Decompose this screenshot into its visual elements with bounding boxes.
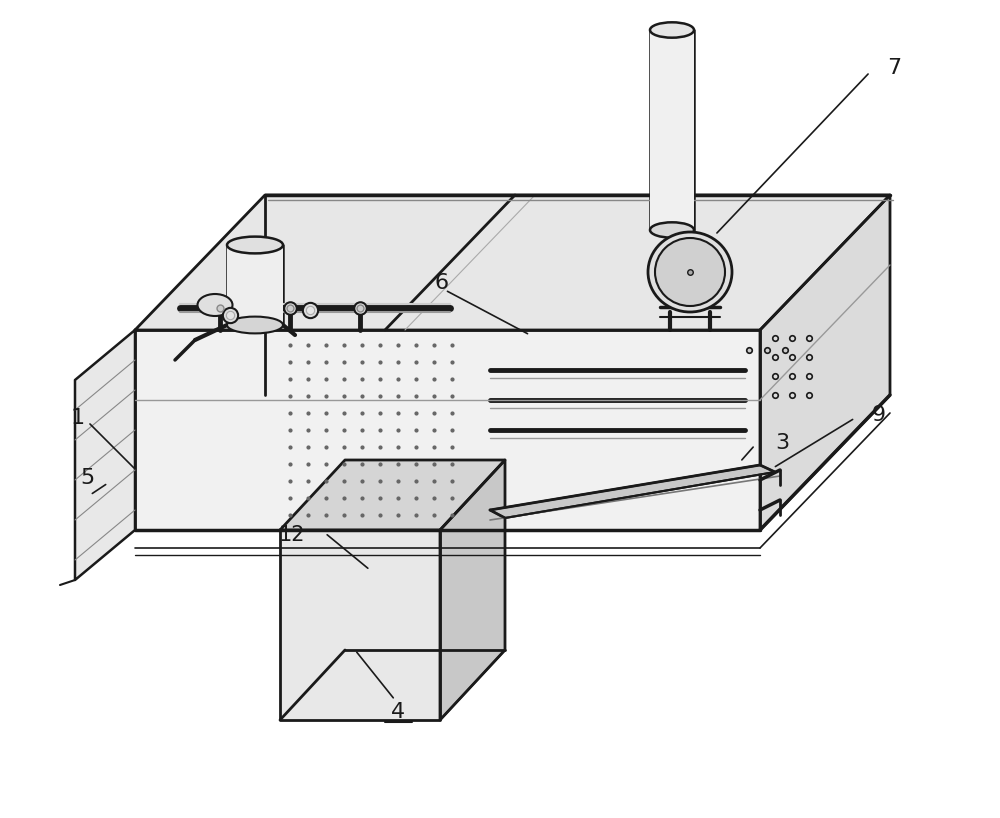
Ellipse shape — [198, 294, 232, 316]
Polygon shape — [75, 330, 135, 580]
Text: 7: 7 — [887, 58, 901, 78]
Text: 9: 9 — [872, 405, 886, 425]
Bar — [650, 30, 694, 230]
Ellipse shape — [648, 232, 732, 312]
Text: 4: 4 — [391, 702, 405, 722]
Text: 6: 6 — [435, 273, 449, 293]
Text: 12: 12 — [278, 525, 305, 545]
Ellipse shape — [655, 238, 725, 306]
Ellipse shape — [650, 22, 694, 38]
Polygon shape — [490, 465, 775, 518]
Polygon shape — [440, 460, 505, 720]
Polygon shape — [280, 460, 505, 530]
Text: 3: 3 — [775, 433, 789, 453]
Ellipse shape — [227, 317, 283, 334]
Polygon shape — [135, 195, 890, 330]
Text: 1: 1 — [71, 408, 85, 428]
Text: 5: 5 — [81, 468, 95, 488]
Polygon shape — [280, 530, 440, 720]
Bar — [227, 245, 283, 325]
Ellipse shape — [650, 222, 694, 238]
Ellipse shape — [227, 236, 283, 254]
Polygon shape — [135, 330, 760, 530]
Polygon shape — [760, 195, 890, 530]
